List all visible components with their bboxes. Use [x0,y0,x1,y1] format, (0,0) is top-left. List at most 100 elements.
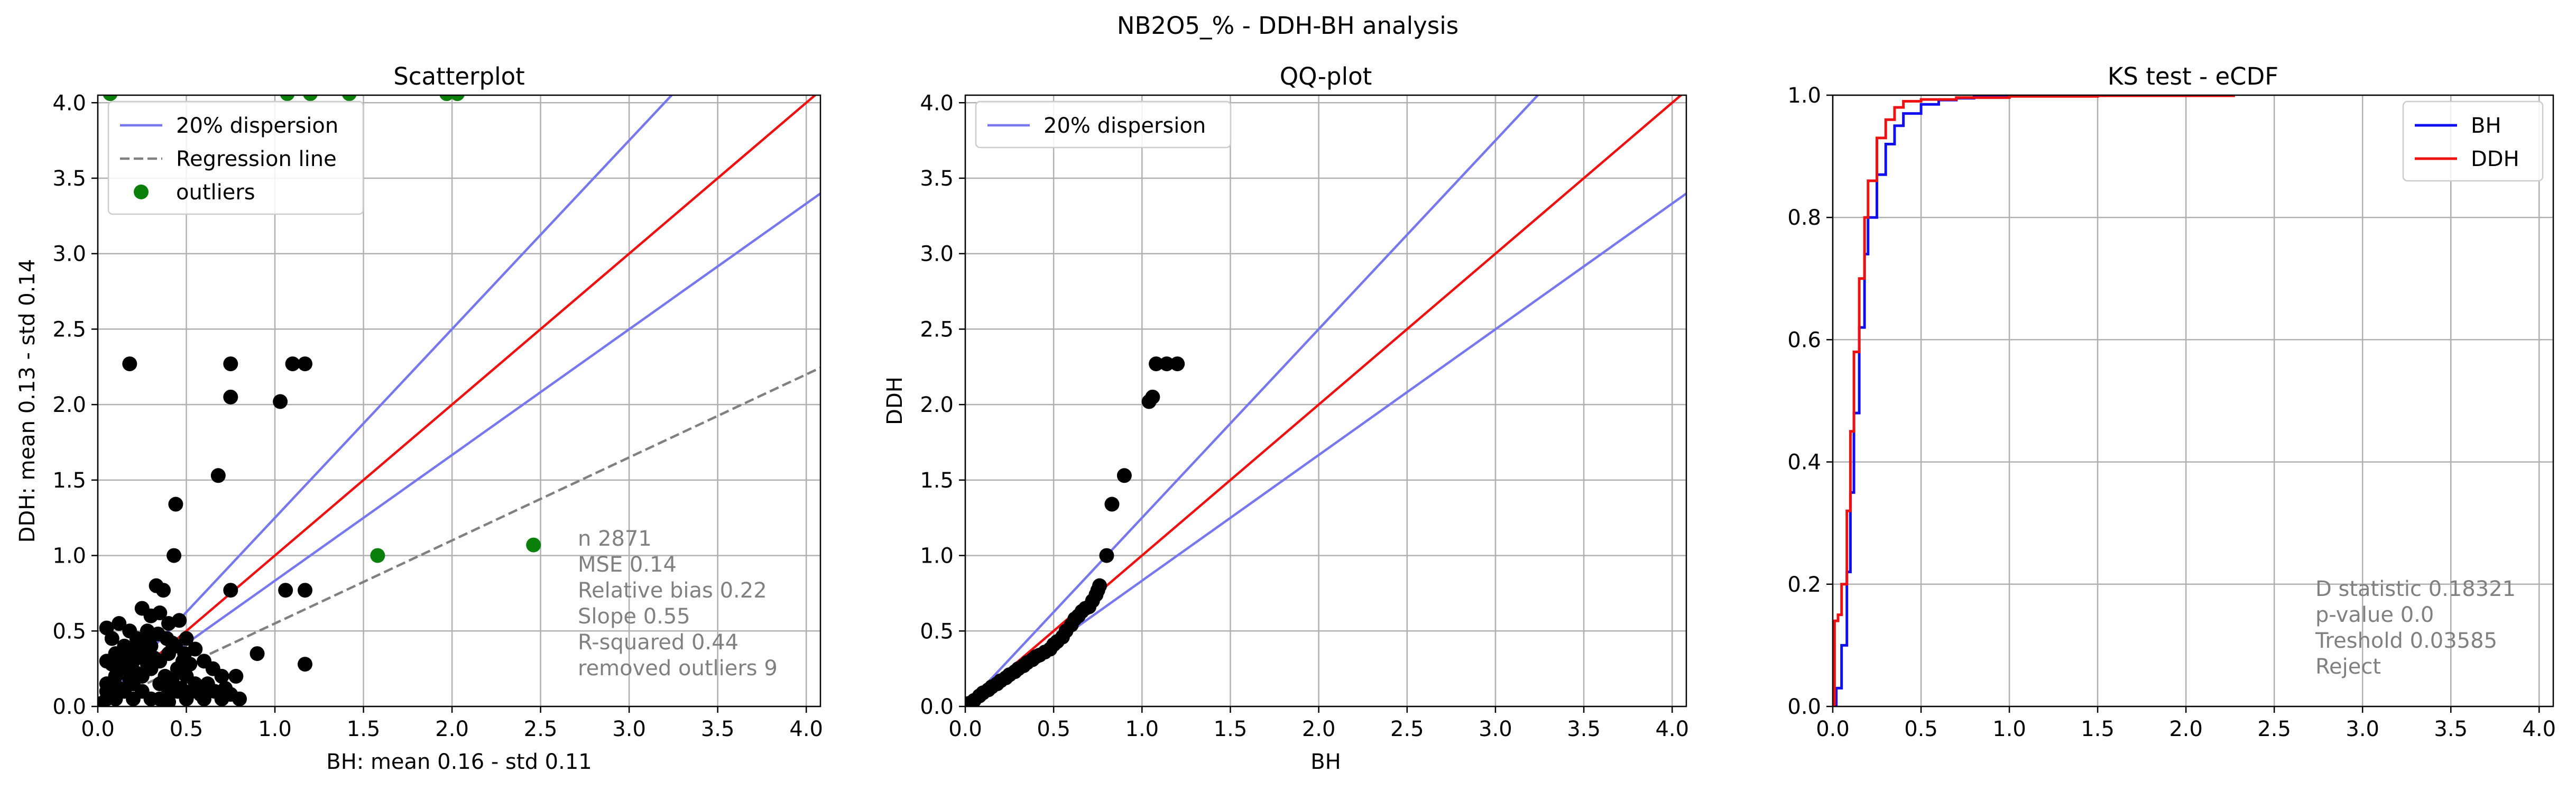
grid [97,95,820,708]
x-tick-label: 1.5 [2081,717,2115,741]
x-tick-label: 2.5 [524,717,558,741]
plot-area [965,95,1686,706]
figure-title: NB2O5_% - DDH-BH analysis [1117,12,1458,40]
data-point [1099,548,1114,563]
data-point [210,468,226,483]
legend-label: 20% dispersion [176,114,338,138]
y-tick-label: 2.0 [52,393,86,417]
x-tick-label: 2.5 [1390,717,1424,741]
x-tick-label: 0.0 [81,717,115,741]
x-tick-label: 0.0 [948,717,982,741]
y-tick-label: 2.0 [920,393,954,417]
y-tick-label: 0.6 [1787,328,1821,352]
x-tick-label: 4.0 [1655,717,1689,741]
dispersion-line [98,192,820,706]
outlier-point [280,95,295,102]
data-point [232,691,247,706]
data-point [104,631,119,646]
x-tick-label: 3.5 [2434,717,2468,741]
x-tick-label: 3.5 [1567,717,1601,741]
data-point [1116,468,1132,483]
y-tick-label: 3.0 [52,242,86,267]
x-axis-label: BH: mean 0.16 - std 0.11 [326,750,592,774]
legend: 20% dispersion [975,100,1232,149]
y-tick-label: 0.0 [920,695,954,719]
x-tick-label: 4.0 [789,717,823,741]
x-tick-label: 2.0 [2169,717,2203,741]
y-tick-label: 4.0 [920,91,954,115]
data-point [223,356,238,372]
y-tick-label: 1.0 [52,544,86,568]
legend-box [107,100,364,215]
data-point [164,672,180,687]
ecdf-line-ddh [1833,95,2235,706]
stats-line: Reject [2315,655,2381,679]
data-point [152,691,168,706]
y-tick-label: 1.0 [920,544,954,568]
x-tick-label: 1.5 [1214,717,1248,741]
data-point [214,668,229,684]
data-point [1104,497,1120,512]
dispersion-line [965,192,1686,706]
x-tick-label: 2.5 [2257,717,2291,741]
legend-label: 20% dispersion [1044,114,1206,138]
axes-frame [964,94,1687,708]
y-tick-label: 0.2 [1787,573,1821,597]
data-point [223,389,238,405]
data-point [250,646,265,662]
plot-area [98,95,820,706]
y-axis-label: DDH: mean 0.13 - std 0.14 [15,259,40,543]
data-point [298,583,313,598]
y-tick-label: 3.0 [920,242,954,267]
data-point [168,497,183,512]
data-point [273,394,288,409]
chart-title: KS test - eCDF [2108,62,2278,90]
data-point [228,668,244,684]
x-tick-label: 0.5 [1904,717,1938,741]
legend-label: BH [2471,114,2501,138]
data-point [285,356,300,372]
y-tick-label: 3.5 [52,167,86,191]
stats-line: R-squared 0.44 [578,630,738,655]
legend-label: outliers [176,180,255,205]
stats-line: D statistic 0.18321 [2315,577,2516,601]
outlier-point [526,537,541,553]
axes-frame [1832,94,2554,708]
x-tick-label: 1.0 [1992,717,2026,741]
data-point [1170,356,1185,372]
data-point [112,616,127,631]
qq-plot-panel: 0.0 0.5 1.0 1.5 2.0 2.5 3.0 3.5 4.0 0.0 0.5 1.0 1.5 2… [883,62,1689,774]
x-tick-label: 2.0 [1302,717,1336,741]
regression-line [98,366,820,706]
y-tick-label: 2.5 [920,317,954,342]
data-point [115,650,130,666]
data-point [278,583,293,598]
x-tick-label: 0.5 [170,717,204,741]
data-point [1092,578,1107,593]
data-point [155,583,171,598]
data-point [147,650,162,666]
data-point [112,681,127,696]
data-point [1145,389,1160,405]
stats-line: removed outliers 9 [578,656,778,681]
outlier-point [103,95,118,102]
ks-test-panel: 0.0 0.5 1.0 1.5 2.0 2.5 3.0 3.5 4.0 0.0 0.2 0.4 0.6 0… [1787,62,2556,741]
scatterplot-panel: 0.0 0.5 1.0 1.5 2.0 2.5 3.0 3.5 4.0 0.0 0.5 1.0 1.5 2… [15,62,823,774]
data-point [214,691,229,706]
stats-line: MSE 0.14 [578,553,677,577]
y-tick-label: 0.5 [52,619,86,644]
outlier-point [439,95,454,102]
x-tick-label: 2.0 [435,717,469,741]
legend-label: Regression line [176,147,337,171]
y-tick-label: 4.0 [52,91,86,115]
plot-area [1833,95,2235,706]
y-tick-label: 0.0 [52,695,86,719]
chart-title: Scatterplot [393,62,525,90]
x-tick-label: 3.0 [1479,717,1512,741]
x-tick-label: 1.5 [347,717,381,741]
y-tick-label: 0.5 [920,619,954,644]
data-point [298,657,313,672]
outlier-point [370,548,385,563]
outlier-point [303,95,318,102]
ecdf-line-bh [1833,95,2080,706]
